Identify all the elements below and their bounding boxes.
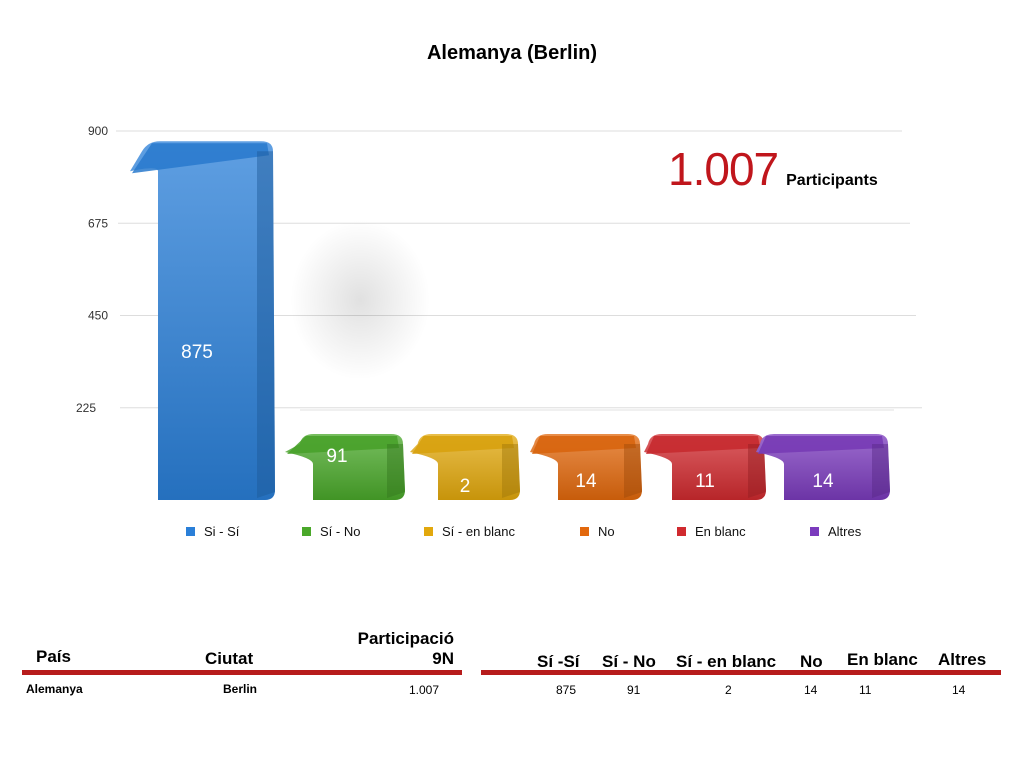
cell-participation: 1.007 — [409, 683, 440, 697]
header-si-en-blanc: Sí - en blanc — [676, 652, 777, 671]
legend-swatch — [302, 527, 311, 536]
bar-top — [132, 143, 269, 174]
chart-title: Alemanya (Berlin) — [426, 42, 598, 64]
bar-top — [758, 436, 884, 454]
legend-swatch — [424, 527, 433, 536]
bar-en-blanc — [644, 434, 766, 500]
bar-si-si — [130, 141, 275, 500]
header-no: No — [800, 652, 823, 671]
bar-value-label: 875 — [181, 342, 213, 363]
cell-country: Alemanya — [26, 682, 83, 696]
bar-side — [257, 151, 275, 498]
legend-item-en-blanc: En blanc — [677, 524, 746, 539]
legend-label: Sí - No — [320, 524, 360, 539]
header-en-blanc: En blanc — [847, 650, 918, 669]
table-divider-left — [22, 670, 462, 675]
bar-side — [872, 444, 890, 498]
legend-item-si-en-blanc: Sí - en blanc — [424, 524, 515, 539]
header-participation: Participació 9N — [357, 629, 454, 668]
table-divider-right — [481, 670, 1001, 675]
legend-label: Altres — [828, 524, 862, 539]
cell-si-si: 875 — [556, 683, 577, 697]
legend-swatch — [580, 527, 589, 536]
bar-altres — [756, 434, 890, 500]
bar-si-en-blanc — [410, 434, 520, 500]
header-si-no: Sí - No — [602, 652, 656, 671]
legend-item-si-no: Sí - No — [302, 524, 360, 539]
y-tick-label: 225 — [76, 401, 96, 415]
bar-chart: 225 450 675 900 875 91 2 14 11 14 Si - Sí Sí - No… — [76, 124, 922, 539]
bar-value-label: 14 — [575, 471, 597, 492]
bar-top — [532, 436, 636, 454]
y-tick-label: 450 — [88, 309, 108, 323]
bar-face — [130, 141, 275, 500]
y-tick-label: 900 — [88, 124, 108, 138]
cell-en-blanc: 11 — [859, 683, 872, 697]
legend-label: Sí - en blanc — [442, 524, 515, 539]
participants-count: 1.007 — [668, 143, 779, 195]
bar-shadow — [290, 220, 430, 380]
cell-si-no: 91 — [627, 683, 641, 697]
y-tick-label: 675 — [88, 216, 108, 230]
legend-swatch — [677, 527, 686, 536]
bar-no — [530, 434, 642, 500]
cell-no: 14 — [804, 683, 818, 697]
header-si-si: Sí -Sí — [537, 652, 580, 671]
bar-side — [624, 444, 642, 498]
bar-side — [502, 444, 520, 498]
legend-item-altres: Altres — [810, 524, 862, 539]
bar-side — [387, 444, 405, 498]
bar-value-label: 14 — [812, 471, 834, 492]
legend-label: Si - Sí — [204, 524, 240, 539]
legend-item-si-si: Si - Sí — [186, 524, 240, 539]
cell-altres: 14 — [952, 683, 966, 697]
cell-si-en-blanc: 2 — [725, 683, 732, 697]
header-country: País — [36, 647, 71, 666]
bar-top — [646, 436, 760, 454]
header-altres: Altres — [938, 650, 987, 669]
legend-swatch — [810, 527, 819, 536]
bar-si-no — [285, 434, 405, 500]
legend-label: En blanc — [695, 524, 746, 539]
bar-value-label: 2 — [460, 476, 471, 497]
legend-swatch — [186, 527, 195, 536]
participants-annotation: 1.007 Participants — [668, 142, 878, 196]
participants-label: Participants — [786, 172, 878, 189]
cell-city: Berlin — [223, 682, 258, 696]
bar-top — [412, 436, 514, 454]
bar-value-label: 91 — [326, 446, 347, 467]
bar-value-label: 11 — [695, 471, 715, 492]
bar-side — [748, 444, 766, 498]
header-city: Ciutat — [205, 649, 254, 668]
legend-label: No — [598, 524, 615, 539]
bar-top — [287, 436, 399, 454]
legend-item-no: No — [580, 524, 615, 539]
